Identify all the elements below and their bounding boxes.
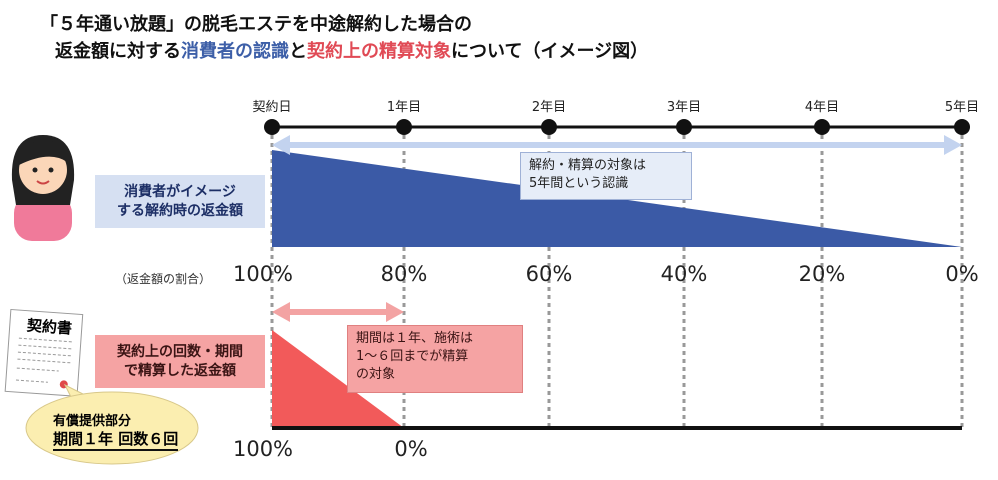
one-year-arrow [272,302,404,322]
year-label: 契約日 [252,100,292,115]
timeline-dot [676,119,692,135]
timeline-dot [814,119,830,135]
year-label: 1年目 [386,100,422,115]
title-line1: 「５年通い放題」の脱毛エステを中途解約した場合の [40,14,472,35]
contract-document-icon [4,308,84,397]
title-consumer-highlight: 消費者の認識 [181,41,289,62]
timeline-dot [396,119,412,135]
ratio-caption: （返金額の割合） [115,272,212,286]
contract-label-box: 契約上の回数・期間 で精算した返金額 [95,335,265,388]
year-label: 4年目 [804,100,840,115]
title-line2: 返金額に対する消費者の認識と契約上の精算対象について（イメージ図） [55,37,648,63]
title-part: 返金額に対する [55,41,181,62]
year-label: 3年目 [666,100,702,115]
timeline-dot [264,119,280,135]
title-part: と [289,41,307,62]
consumer-percent: 100% [232,262,294,286]
contract-percent-100: 100% [232,437,294,461]
consumer-percent: 40% [660,262,708,286]
consumer-percent: 80% [380,262,428,286]
consumer-percent: 0% [945,262,979,286]
contract-doc-title: 契約書 [26,316,73,338]
consumer-woman-icon [11,135,75,241]
bubble-line2: 期間１年 回数６回 [53,428,179,451]
year-label: 5年目 [944,100,980,115]
contract-callout: 期間は１年、施術は 1～６回までが精算 の対象 [347,325,523,393]
bubble-line1: 有償提供部分 [53,414,132,429]
contract-refund-triangle [272,330,404,428]
speech-bubble [25,383,199,465]
consumer-percent: 20% [798,262,846,286]
consumer-label-box: 消費者がイメージ する解約時の返金額 [95,175,265,228]
title-contract-highlight: 契約上の精算対象 [307,41,451,62]
consumer-percent: 60% [525,262,573,286]
contract-percent-0: 0% [394,437,428,461]
timeline-dot [541,119,557,135]
timeline-dot [954,119,970,135]
consumer-callout: 解約・精算の対象は 5年間という認識 [520,152,692,200]
title-part: について（イメージ図） [451,41,649,62]
five-year-arrow [272,135,962,155]
year-label: 2年目 [531,100,567,115]
